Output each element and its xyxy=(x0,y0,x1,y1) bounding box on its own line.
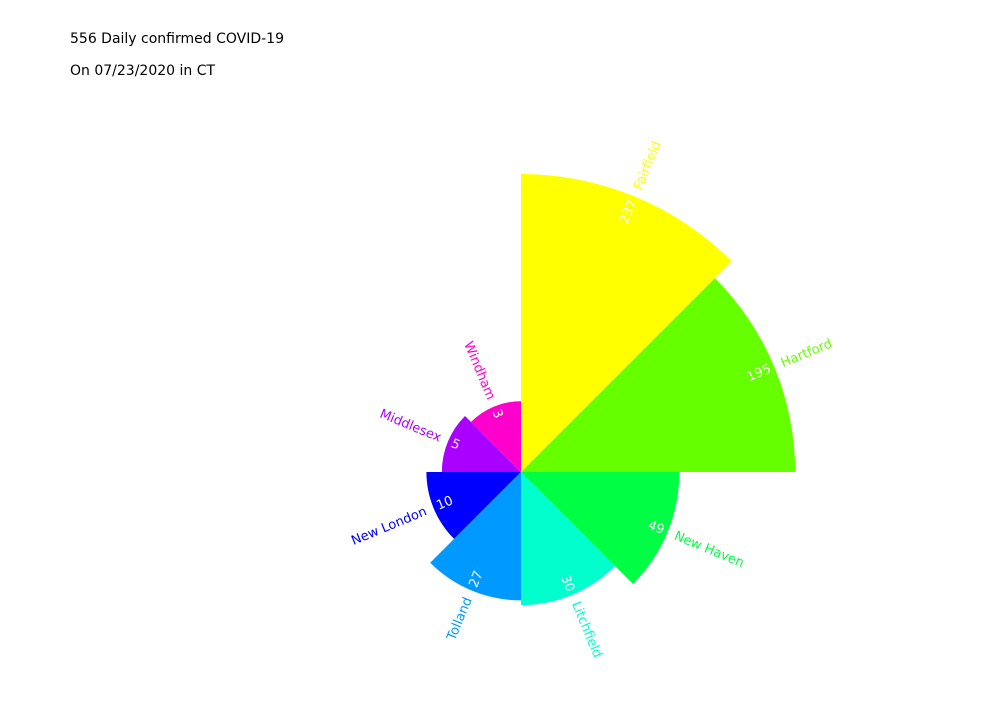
chart-title: 556 Daily confirmed COVID-19 xyxy=(70,31,284,47)
category-label-new-london: New London xyxy=(349,504,429,549)
value-label-new-haven: 49 xyxy=(645,518,666,538)
sector-hartford xyxy=(521,278,796,472)
sector-tolland xyxy=(430,472,521,601)
sector-windham xyxy=(470,401,521,472)
value-label-new-london: 10 xyxy=(434,493,455,513)
category-label-middlesex: Middlesex xyxy=(377,407,443,446)
value-label-litchfield: 30 xyxy=(557,573,577,594)
sector-middlesex xyxy=(441,416,521,472)
chart-subtitle: On 07/23/2020 in CT xyxy=(70,63,216,79)
sector-new-london xyxy=(426,472,521,539)
value-label-tolland: 27 xyxy=(466,569,486,590)
category-label-fairfield: Fairfield xyxy=(631,139,664,192)
category-label-new-haven: New Haven xyxy=(672,529,746,571)
sector-fairfield xyxy=(521,174,732,472)
sector-new-haven xyxy=(521,472,680,585)
category-label-tolland: Tolland xyxy=(444,595,476,644)
category-label-windham: Windham xyxy=(460,339,497,402)
sector-litchfield xyxy=(521,472,616,606)
category-label-litchfield: Litchfield xyxy=(568,599,605,660)
category-label-hartford: Hartford xyxy=(779,336,835,371)
